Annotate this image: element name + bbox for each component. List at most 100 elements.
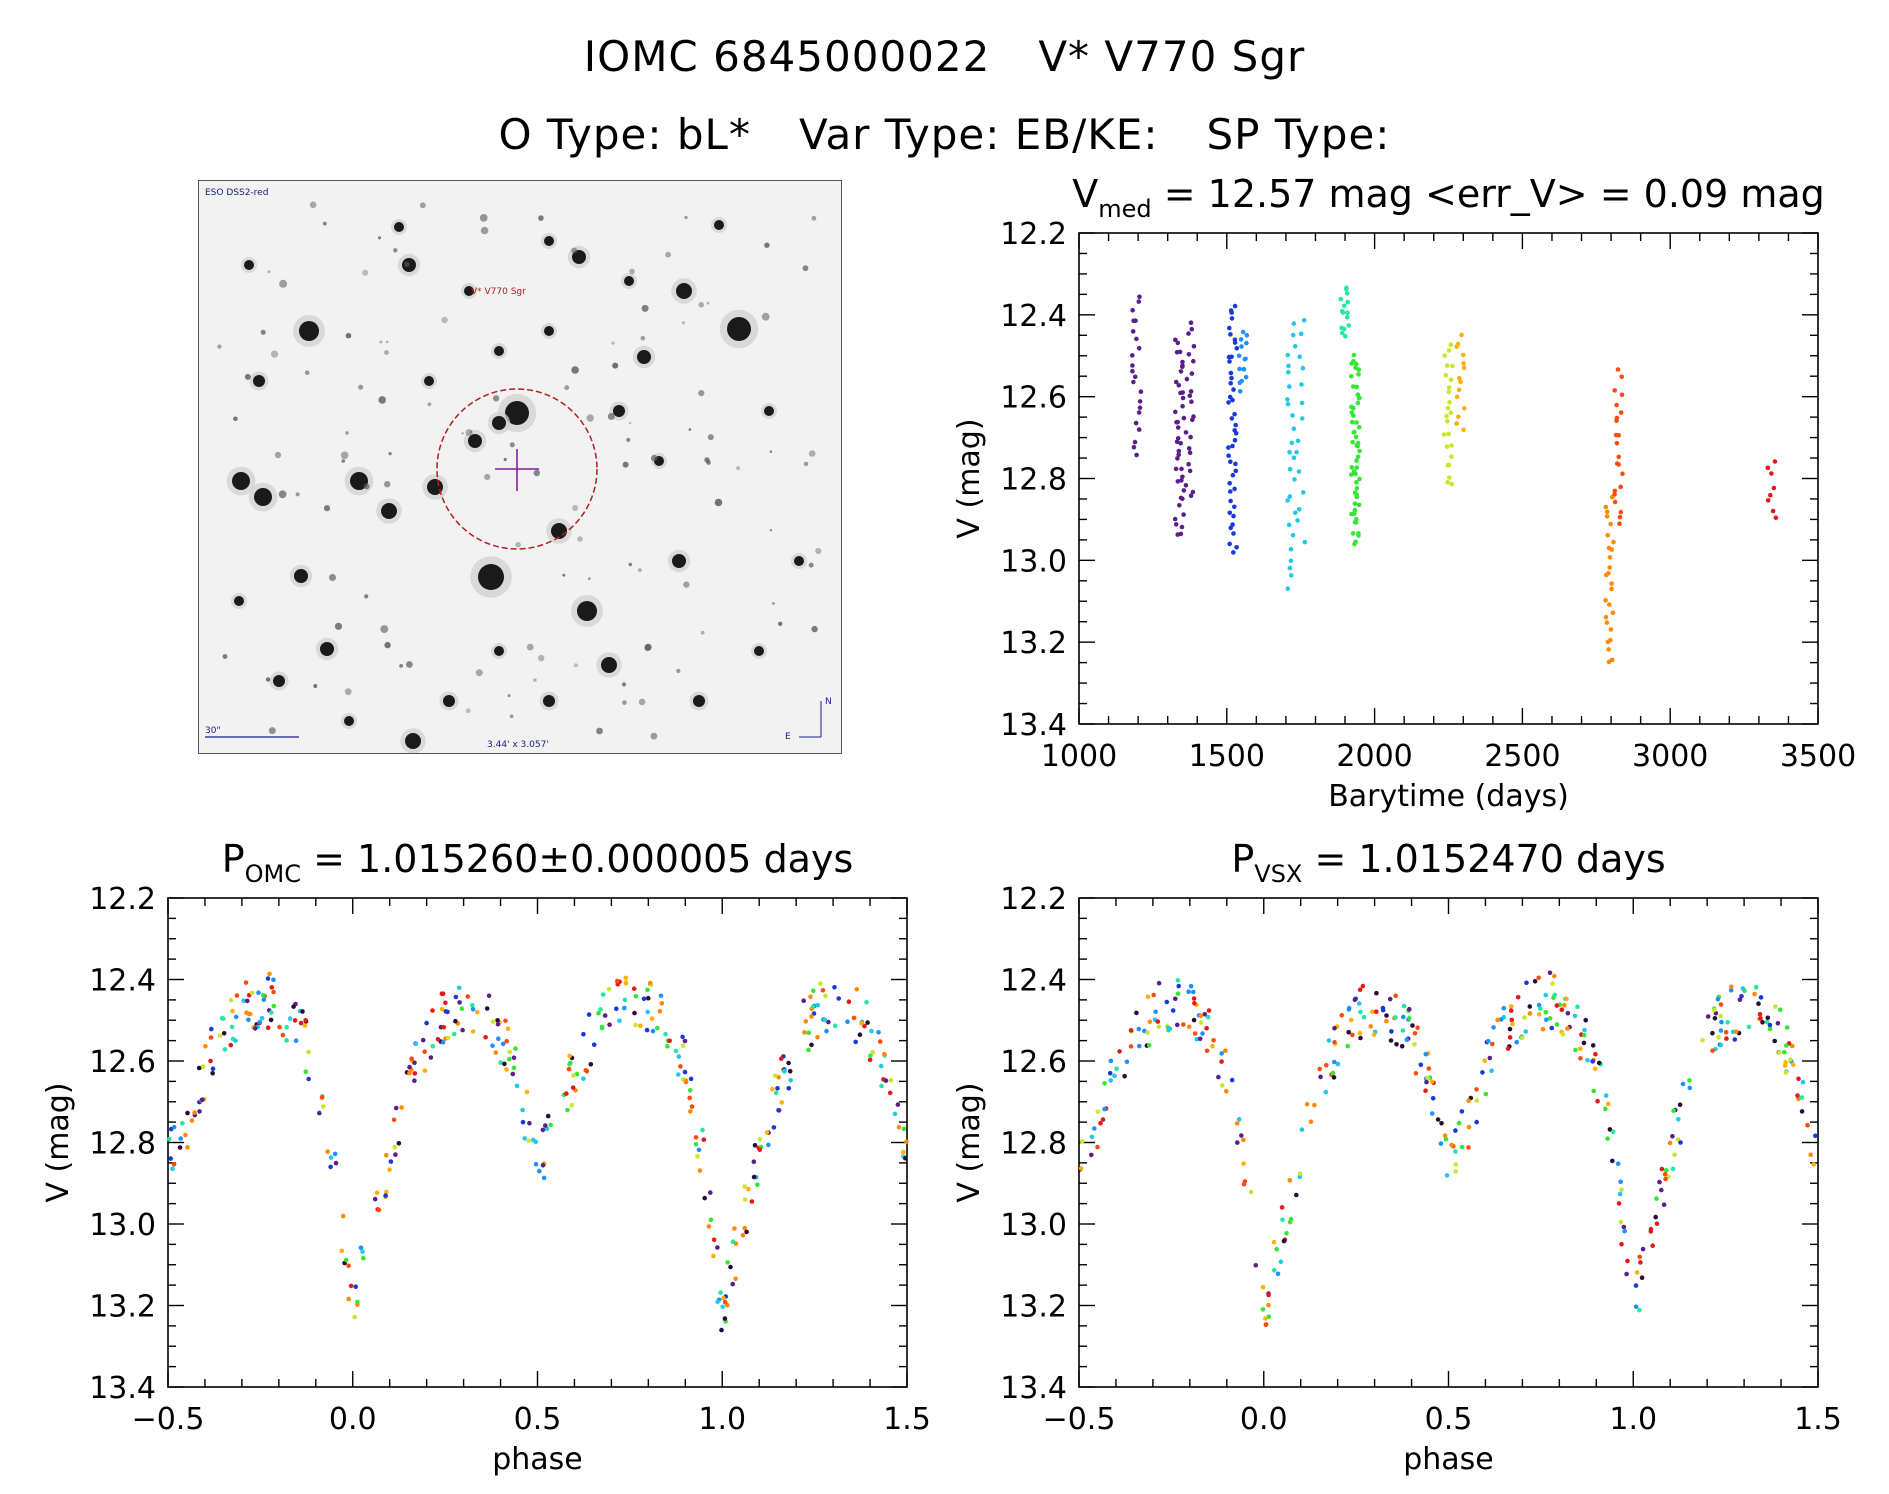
- data-point: [1619, 1187, 1624, 1192]
- data-point: [1461, 365, 1467, 371]
- data-point: [1232, 486, 1237, 492]
- data-point: [1239, 1133, 1244, 1138]
- star: [381, 503, 397, 519]
- data-point: [1351, 511, 1357, 516]
- data-point: [740, 1232, 746, 1238]
- data-point: [655, 1025, 660, 1031]
- star: [802, 265, 809, 272]
- data-point: [445, 1035, 451, 1041]
- data-point: [1219, 1059, 1224, 1064]
- star: [803, 461, 809, 467]
- data-point: [1308, 1119, 1314, 1124]
- data-point: [832, 1023, 838, 1029]
- data-point: [320, 1104, 326, 1109]
- star: [362, 269, 369, 276]
- data-point: [1177, 503, 1182, 508]
- data-point: [1202, 1012, 1208, 1017]
- data-point: [742, 1184, 747, 1189]
- data-point: [306, 1049, 311, 1055]
- data-point: [495, 1021, 501, 1027]
- data-point: [1132, 439, 1138, 445]
- data-point: [1287, 565, 1293, 571]
- data-point: [412, 1071, 418, 1076]
- data-point: [1543, 1010, 1549, 1015]
- data-point: [1232, 411, 1237, 417]
- data-point: [217, 1033, 223, 1038]
- data-point: [439, 1006, 445, 1012]
- data-point: [1581, 1032, 1587, 1038]
- data-point: [882, 1051, 887, 1057]
- data-point: [1331, 1075, 1337, 1080]
- data-point: [1274, 1246, 1279, 1252]
- data-point: [1279, 1205, 1285, 1210]
- data-point: [1138, 389, 1144, 395]
- data-point: [1487, 1055, 1493, 1061]
- data-point: [1445, 479, 1450, 485]
- data-point: [1289, 440, 1295, 446]
- star: [232, 472, 250, 490]
- data-point: [688, 1109, 693, 1114]
- data-point: [1292, 344, 1298, 349]
- data-point: [1170, 1008, 1176, 1013]
- y-tick-label: 12.2: [1000, 217, 1067, 252]
- star: [764, 242, 770, 248]
- data-point: [1384, 1013, 1389, 1018]
- data-point: [495, 1018, 500, 1023]
- data-point: [1357, 476, 1362, 482]
- star: [815, 547, 822, 555]
- data-point: [261, 997, 267, 1002]
- data-point: [1410, 1023, 1415, 1028]
- data-point: [1585, 1058, 1590, 1063]
- data-point: [1226, 400, 1231, 405]
- target-label: V* V770 Sgr: [471, 287, 526, 297]
- data-point: [1356, 396, 1362, 401]
- star: [808, 562, 814, 568]
- data-point: [1662, 1171, 1668, 1177]
- data-point: [1510, 1021, 1515, 1027]
- data-point: [1622, 1228, 1627, 1234]
- data-point: [420, 1037, 426, 1043]
- data-point: [1236, 353, 1242, 359]
- data-point: [1456, 387, 1462, 393]
- data-point: [319, 1095, 325, 1100]
- data-point: [317, 1110, 322, 1116]
- data-point: [1459, 1144, 1465, 1150]
- data-point: [1346, 1029, 1351, 1035]
- data-point: [641, 996, 647, 1002]
- data-point: [1609, 581, 1614, 586]
- data-point: [1095, 1144, 1100, 1150]
- data-point: [1239, 344, 1244, 349]
- data-point: [1491, 1025, 1496, 1030]
- star: [637, 568, 642, 573]
- data-point: [1612, 388, 1617, 393]
- data-point: [1346, 323, 1352, 328]
- data-point: [246, 1017, 251, 1023]
- data-point: [1388, 1038, 1394, 1043]
- data-point: [1233, 468, 1239, 474]
- data-point: [1349, 465, 1355, 470]
- data-point: [1730, 1029, 1736, 1035]
- data-point: [854, 987, 860, 992]
- data-point: [1790, 1043, 1795, 1049]
- data-point: [851, 1015, 857, 1021]
- data-point: [1230, 397, 1235, 403]
- data-point: [412, 1078, 417, 1083]
- data-point: [1332, 1040, 1337, 1045]
- data-point: [1357, 1001, 1362, 1006]
- data-point: [1178, 441, 1183, 446]
- data-point: [1197, 1036, 1203, 1042]
- y-tick-label: 13.2: [1000, 1290, 1067, 1325]
- data-point: [1441, 432, 1447, 437]
- data-point: [622, 997, 628, 1003]
- data-point: [1232, 340, 1238, 345]
- data-point: [1562, 1002, 1567, 1008]
- data-point: [1349, 419, 1355, 425]
- data-point: [599, 1024, 605, 1030]
- data-point: [766, 1142, 771, 1148]
- data-point: [1271, 1239, 1277, 1245]
- data-point: [527, 1120, 532, 1126]
- data-point: [1204, 1048, 1210, 1054]
- data-point: [1765, 498, 1771, 503]
- data-point: [1355, 400, 1361, 406]
- data-point: [1204, 1026, 1209, 1031]
